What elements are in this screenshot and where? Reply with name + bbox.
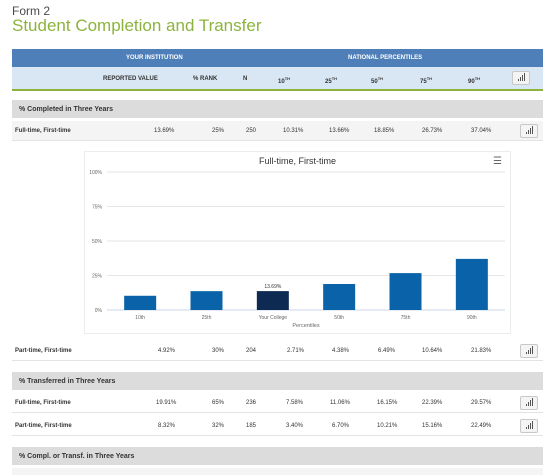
p75-value: 26.73% [422,128,443,134]
y-tick-label: 50% [92,239,103,245]
table-row: Part-time, First-time 4.92% 30% 204 2.71… [12,341,543,361]
chart-title: Full-time, First-time [259,156,336,166]
x-tick-label: 50th [334,315,344,321]
bar [323,283,356,310]
x-tick-label: 25th [202,315,212,321]
bar-chart-svg: 0% 25% 50% 75% 100% 10th 25th Your College 13.69… [89,170,505,329]
row-label: Full-time, First-time [15,128,71,134]
p75-value: 22.39% [422,400,443,406]
p10-header: 10TH [278,76,291,85]
chart-button[interactable] [520,124,538,138]
n-value: 236 [246,400,257,406]
reported-value-header: REPORTED VALUE [103,76,158,82]
x-axis-title: Percentiles [292,323,319,329]
p90-value: 29.57% [471,400,492,406]
data-label: 13.69% [264,284,282,290]
form-label: Form 2 [12,4,51,18]
p25-value: 6.70% [332,423,350,429]
x-tick-label: 75th [401,315,411,321]
bar-chart-panel: Full-time, First-time ☰ 0% 25% 50% 75% 100% 1… [84,151,511,334]
p10-value: 3.40% [286,423,304,429]
reported-value: 8.32% [158,423,176,429]
p25-value: 13.66% [329,128,350,134]
p75-header: 75TH [420,76,433,85]
p90-value: 37.04% [471,128,492,134]
table-row: Full-time, First-time 13.69% 25% 250 10.… [12,121,543,141]
p25-value: 4.38% [332,348,350,354]
pct-rank: 25% [212,128,225,134]
bar [455,258,488,310]
y-tick-label: 0% [95,308,103,314]
bar [256,291,289,310]
reported-value: 19.91% [156,400,177,406]
pct-rank: 32% [212,423,225,429]
section-compl-or-transf: % Compl. or Transf. in Three Years [12,447,543,465]
p10-value: 2.71% [287,348,305,354]
chart-button[interactable] [520,344,538,358]
p50-value: 18.85% [374,128,395,134]
x-tick-label: 90th [467,315,477,321]
reported-value: 13.69% [154,128,175,134]
p90-value: 21.83% [471,348,492,354]
y-tick-label: 25% [92,274,103,280]
p50-value: 6.49% [378,348,396,354]
p90-value: 22.49% [471,423,492,429]
row-label: Full-time, First-time [15,400,71,406]
hamburger-menu-icon[interactable]: ☰ [493,156,502,167]
n-value: 185 [246,423,257,429]
next-row-partial [12,468,543,475]
bar [190,291,223,310]
n-header: N [243,76,248,82]
n-value: 250 [246,128,257,134]
pct-rank-header: % RANK [193,76,218,82]
p25-header: 25TH [325,76,338,85]
section-transferred: % Transferred in Three Years [12,372,543,390]
p25-value: 11.06% [330,400,350,406]
y-tick-label: 100% [89,170,102,176]
p10-value: 10.31% [283,128,304,134]
y-tick-label: 75% [92,205,103,211]
p75-value: 10.64% [422,348,443,354]
reported-value: 4.92% [158,348,176,354]
p50-value: 10.21% [377,423,398,429]
row-label: Part-time, First-time [15,423,72,429]
page-title: Student Completion and Transfer [12,16,262,35]
chart-button[interactable] [520,396,538,410]
column-header-row: REPORTED VALUE % RANK N 10TH 25TH 50TH 7… [12,67,543,91]
x-tick-label: 10th [135,315,145,321]
pct-rank: 65% [212,400,225,406]
x-tick-label: Your College [259,315,288,321]
p50-header: 50TH [371,76,384,85]
chart-toggle-all-button[interactable] [512,71,530,85]
p10-value: 7.58% [286,400,304,406]
bar [389,273,422,310]
row-label: Part-time, First-time [15,348,72,354]
your-institution-header: YOUR INSTITUTION [126,55,183,61]
n-value: 204 [246,348,257,354]
chart-button[interactable] [520,419,538,433]
header-group-row: YOUR INSTITUTION NATIONAL PERCENTILES [12,49,543,67]
p50-value: 16.15% [377,400,398,406]
table-row: Part-time, First-time 8.32% 32% 185 3.40… [12,416,543,436]
p90-header: 90TH [468,76,481,85]
table-row: Full-time, First-time 19.91% 65% 236 7.5… [12,393,543,413]
pct-rank: 30% [212,348,225,354]
p75-value: 15.16% [422,423,443,429]
section-completed: % Completed in Three Years [12,100,543,118]
national-percentiles-header: NATIONAL PERCENTILES [348,55,423,61]
bar [124,295,157,310]
